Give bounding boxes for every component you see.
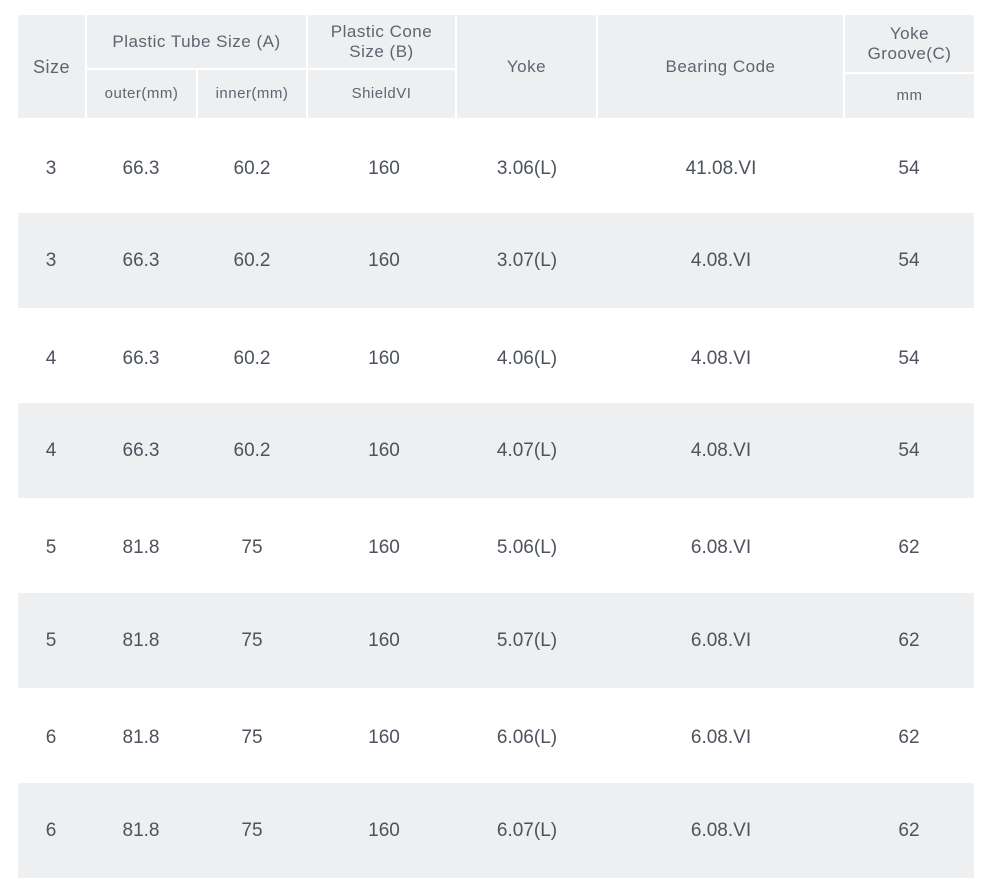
cell-outer: 66.3 xyxy=(122,249,160,271)
table-row: 5 81.8 75 160 5.06(L) 6.08.VI 62 xyxy=(18,500,974,595)
cell-inner: 60.2 xyxy=(233,249,271,271)
cell-yoke: 4.06(L) xyxy=(496,347,558,369)
cell-groove: 62 xyxy=(898,726,920,748)
cell-yoke: 6.06(L) xyxy=(496,726,558,748)
cell-yoke: 6.07(L) xyxy=(496,819,558,841)
cell-inner: 60.2 xyxy=(233,439,271,461)
table-row: 6 81.8 75 160 6.07(L) 6.08.VI 62 xyxy=(18,783,974,878)
cell-size: 3 xyxy=(45,249,57,271)
cell-inner: 75 xyxy=(241,536,263,558)
cell-bearing-code: 4.08.VI xyxy=(690,439,752,461)
cell-shield: 160 xyxy=(368,439,400,461)
header-yoke-label: Yoke xyxy=(506,56,547,76)
cell-outer: 66.3 xyxy=(122,439,160,461)
cell-bearing-code: 6.08.VI xyxy=(690,819,752,841)
header-yoke-groove-line2: Groove(C) xyxy=(867,43,952,63)
cell-size: 4 xyxy=(45,347,57,369)
table-row: 3 66.3 60.2 160 3.06(L) 41.08.VI 54 xyxy=(18,121,974,216)
table-row: 6 81.8 75 160 6.06(L) 6.08.VI 62 xyxy=(18,690,974,785)
cell-inner: 75 xyxy=(241,819,263,841)
cell-bearing-code: 6.08.VI xyxy=(690,726,752,748)
header-shield-label: ShieldVI xyxy=(351,85,412,102)
cell-bearing-code: 41.08.VI xyxy=(685,157,757,179)
cell-size: 6 xyxy=(45,819,57,841)
cell-inner: 75 xyxy=(241,629,263,651)
header-yoke-groove-unit: mm xyxy=(845,74,974,118)
cell-yoke: 3.07(L) xyxy=(496,249,558,271)
header-size-label: Size xyxy=(32,56,70,77)
cell-shield: 160 xyxy=(368,819,400,841)
cell-yoke: 3.06(L) xyxy=(496,157,558,179)
cell-groove: 62 xyxy=(898,629,920,651)
cell-outer: 81.8 xyxy=(122,726,160,748)
table-row: 5 81.8 75 160 5.07(L) 6.08.VI 62 xyxy=(18,593,974,688)
header-yoke: Yoke xyxy=(457,15,596,118)
cell-outer: 81.8 xyxy=(122,629,160,651)
cell-outer: 66.3 xyxy=(122,347,160,369)
cell-size: 5 xyxy=(45,536,57,558)
cell-outer: 81.8 xyxy=(122,536,160,558)
cell-bearing-code: 4.08.VI xyxy=(690,347,752,369)
cell-size: 3 xyxy=(45,157,57,179)
cell-inner: 60.2 xyxy=(233,157,271,179)
cell-inner: 75 xyxy=(241,726,263,748)
cell-shield: 160 xyxy=(368,249,400,271)
cell-yoke: 5.07(L) xyxy=(496,629,558,651)
cell-outer: 66.3 xyxy=(122,157,160,179)
cell-groove: 54 xyxy=(898,157,920,179)
cell-size: 5 xyxy=(45,629,57,651)
cell-groove: 54 xyxy=(898,347,920,369)
header-inner-mm: inner(mm) xyxy=(198,70,306,118)
cell-groove: 54 xyxy=(898,249,920,271)
header-outer-mm: outer(mm) xyxy=(87,70,196,118)
cell-shield: 160 xyxy=(368,726,400,748)
header-shield: ShieldVI xyxy=(308,70,455,118)
table-row: 3 66.3 60.2 160 3.07(L) 4.08.VI 54 xyxy=(18,213,974,308)
header-bearing-code-label: Bearing Code xyxy=(665,56,776,76)
table-row: 4 66.3 60.2 160 4.06(L) 4.08.VI 54 xyxy=(18,311,974,406)
header-plastic-cone-size-line2: Size (B) xyxy=(349,41,414,61)
header-size: Size xyxy=(18,15,85,118)
cell-outer: 81.8 xyxy=(122,819,160,841)
header-yoke-groove: Yoke Groove(C) xyxy=(845,15,974,72)
cell-groove: 54 xyxy=(898,439,920,461)
header-outer-mm-label: outer(mm) xyxy=(104,85,179,102)
cell-shield: 160 xyxy=(368,157,400,179)
cell-yoke: 5.06(L) xyxy=(496,536,558,558)
header-plastic-tube-size-label: Plastic Tube Size (A) xyxy=(112,31,281,51)
cell-shield: 160 xyxy=(368,629,400,651)
cell-size: 6 xyxy=(45,726,57,748)
header-yoke-groove-line1: Yoke xyxy=(889,23,930,43)
cell-bearing-code: 6.08.VI xyxy=(690,536,752,558)
cell-shield: 160 xyxy=(368,347,400,369)
header-plastic-cone-size-line1: Plastic Cone xyxy=(330,21,433,41)
cell-yoke: 4.07(L) xyxy=(496,439,558,461)
cell-groove: 62 xyxy=(898,819,920,841)
header-plastic-tube-size: Plastic Tube Size (A) xyxy=(87,15,306,68)
cell-shield: 160 xyxy=(368,536,400,558)
cell-inner: 60.2 xyxy=(233,347,271,369)
header-yoke-groove-unit-label: mm xyxy=(896,87,923,104)
cell-groove: 62 xyxy=(898,536,920,558)
table-row: 4 66.3 60.2 160 4.07(L) 4.08.VI 54 xyxy=(18,403,974,498)
header-bearing-code: Bearing Code xyxy=(598,15,843,118)
cell-bearing-code: 6.08.VI xyxy=(690,629,752,651)
header-plastic-cone-size: Plastic Cone Size (B) xyxy=(308,15,455,68)
cell-bearing-code: 4.08.VI xyxy=(690,249,752,271)
header-inner-mm-label: inner(mm) xyxy=(215,85,289,102)
cell-size: 4 xyxy=(45,439,57,461)
